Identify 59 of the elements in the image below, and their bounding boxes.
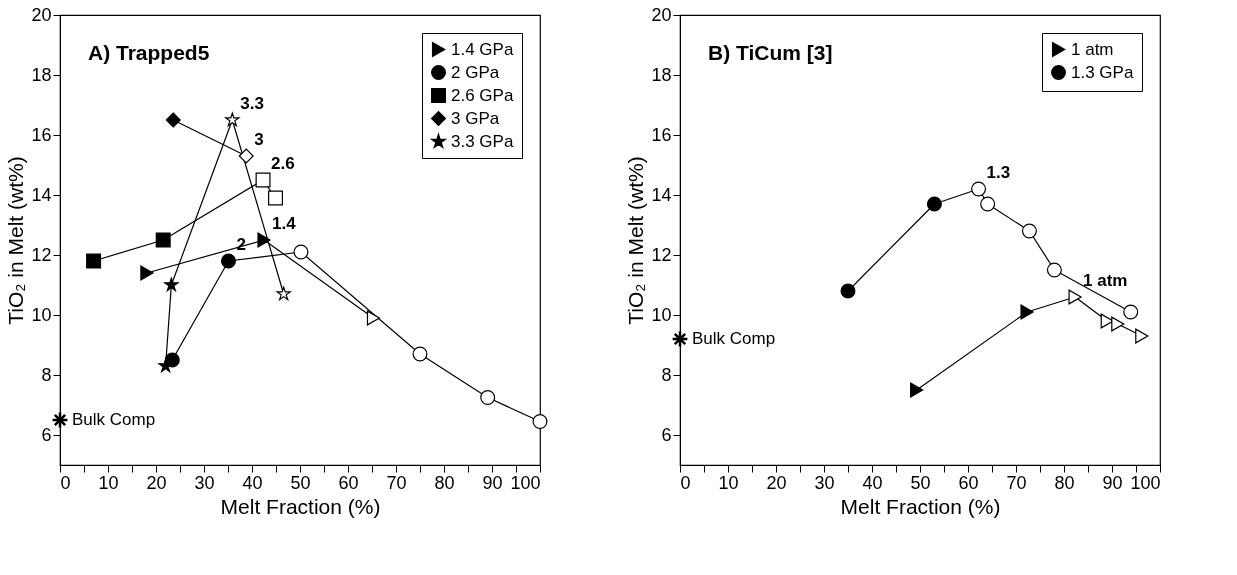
x-tick-label: 90	[482, 472, 503, 493]
x-tick-label: 40	[242, 472, 263, 493]
annotation: 1.3	[986, 163, 1011, 182]
y-tick-label: 10	[651, 304, 672, 325]
legend-label: 2.6 GPa	[451, 85, 514, 105]
y-tick-label: 12	[31, 244, 52, 265]
x-tick-label: 20	[146, 472, 167, 493]
legend-label: 1.4 GPa	[451, 39, 514, 59]
legend-label: 3.3 GPa	[451, 131, 514, 151]
x-tick-label: 70	[1006, 472, 1027, 493]
x-tick-label: 10	[718, 472, 739, 493]
x-tick-label: 0	[60, 472, 71, 493]
x-tick-label: 40	[862, 472, 883, 493]
text: A) Trapped5	[88, 41, 210, 64]
y-tick-label: 8	[661, 364, 672, 385]
legend-label: 3 GPa	[451, 108, 500, 128]
y-tick-label: 10	[31, 304, 52, 325]
y-tick-label: 20	[31, 4, 52, 25]
x-tick-label: 80	[1054, 472, 1075, 493]
y-tick-label: 14	[31, 184, 52, 205]
text: B) TiCum [3]	[708, 41, 833, 64]
x-tick-label: 90	[1102, 472, 1123, 493]
x-tick-label: 60	[338, 472, 359, 493]
y-tick-label: 12	[651, 244, 672, 265]
y-tick-label: 18	[31, 64, 52, 85]
y-tick-label: 6	[41, 424, 52, 445]
y-tick-label: 6	[661, 424, 672, 445]
y-tick-label: 16	[31, 124, 52, 145]
x-tick-label: 70	[386, 472, 407, 493]
x-axis-title: Melt Fraction (%)	[840, 494, 1001, 518]
x-tick-label: 30	[194, 472, 215, 493]
y-tick-label: 14	[651, 184, 672, 205]
x-tick-label: 100	[510, 472, 541, 493]
annotation: 2.6	[271, 154, 295, 173]
annotation: 1 atm	[1083, 271, 1128, 290]
series-label: Bulk Comp	[692, 329, 776, 348]
legend-label: 1 atm	[1071, 39, 1114, 59]
x-tick-label: 60	[958, 472, 979, 493]
y-tick-label: 20	[651, 4, 672, 25]
y-tick-label: 16	[651, 124, 672, 145]
y-axis-title: TiO₂ in Melt (wt%)	[4, 156, 28, 325]
x-tick-label: 10	[98, 472, 119, 493]
x-tick-label: 80	[434, 472, 455, 493]
x-tick-label: 50	[290, 472, 311, 493]
y-tick-label: 8	[41, 364, 52, 385]
annotation: 3.3	[240, 94, 264, 113]
x-tick-label: 30	[814, 472, 835, 493]
x-tick-label: 50	[910, 472, 931, 493]
x-tick-label: 0	[680, 472, 691, 493]
y-axis-title: TiO₂ in Melt (wt%)	[624, 156, 648, 325]
x-tick-label: 100	[1130, 472, 1161, 493]
series-label: Bulk Comp	[72, 410, 156, 429]
legend-label: 1.3 GPa	[1071, 62, 1134, 82]
legend-label: 2 GPa	[451, 62, 500, 82]
annotation: 1.4	[272, 214, 297, 233]
y-tick-label: 18	[651, 64, 672, 85]
annotation: 3	[254, 130, 264, 149]
x-tick-label: 20	[766, 472, 787, 493]
x-axis-title: Melt Fraction (%)	[220, 494, 381, 518]
